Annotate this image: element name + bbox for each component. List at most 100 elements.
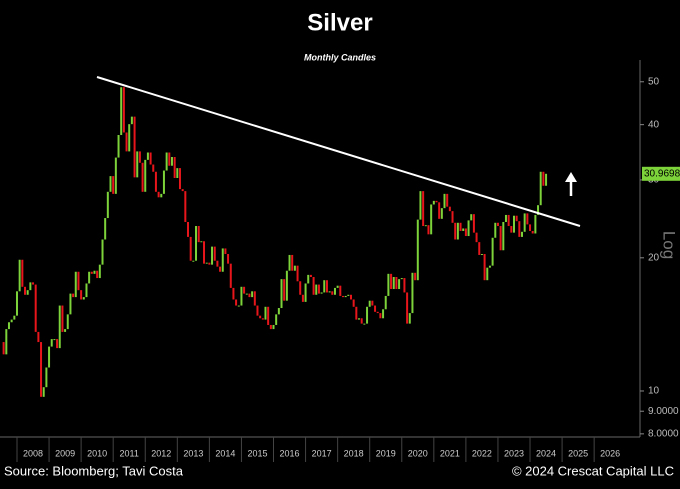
candle	[224, 248, 227, 255]
candle	[259, 315, 262, 319]
candle	[128, 124, 131, 152]
candle	[192, 260, 195, 262]
x-tick-label: 2020	[408, 448, 428, 458]
y-tick-label: 10	[648, 386, 660, 397]
candle	[312, 276, 315, 295]
candle	[237, 305, 240, 307]
candle	[261, 318, 264, 320]
candle	[173, 157, 176, 179]
trend-line	[96, 76, 581, 227]
candle	[141, 162, 144, 192]
up-arrow	[565, 172, 577, 196]
candle	[395, 276, 398, 290]
candle	[74, 271, 77, 298]
candle	[350, 294, 353, 300]
y-tick-label: 40	[648, 119, 660, 130]
candle	[529, 224, 532, 231]
candle	[307, 274, 310, 284]
candle	[328, 291, 331, 293]
candle	[510, 226, 513, 233]
candle	[96, 270, 99, 279]
candle	[66, 314, 69, 330]
candle	[125, 132, 128, 152]
candle	[483, 254, 486, 281]
candle	[424, 225, 427, 227]
candle	[211, 246, 214, 265]
x-tick-label: 2018	[344, 448, 364, 458]
candle	[56, 339, 59, 349]
candle	[248, 293, 251, 298]
candle	[475, 232, 478, 243]
candle	[251, 291, 254, 298]
candle	[203, 241, 206, 264]
candle	[293, 265, 296, 271]
candle	[291, 254, 294, 271]
candle	[496, 222, 499, 227]
candle	[400, 278, 403, 280]
candle	[72, 293, 75, 298]
candle	[387, 273, 390, 296]
candle	[542, 171, 545, 186]
candle	[168, 152, 171, 166]
candle	[5, 329, 8, 355]
candle	[149, 152, 152, 165]
candle	[42, 387, 45, 397]
candle	[7, 322, 10, 330]
candle	[531, 230, 534, 234]
candle	[227, 254, 230, 264]
y-tick-label: 8.0000	[648, 428, 679, 439]
candle	[379, 313, 382, 319]
candle	[178, 168, 181, 190]
candle	[454, 222, 457, 240]
candle	[154, 171, 157, 192]
candle	[29, 282, 32, 291]
candle	[117, 135, 120, 158]
x-tick-label: 2019	[376, 448, 396, 458]
candle	[470, 214, 473, 221]
candle	[537, 205, 540, 215]
candle	[133, 116, 136, 178]
candle	[502, 221, 505, 251]
candle	[200, 241, 203, 243]
candle	[464, 228, 467, 237]
arrow-head	[565, 172, 577, 182]
candle	[58, 305, 61, 349]
candle	[333, 287, 336, 295]
candle	[138, 151, 141, 163]
candle	[480, 254, 483, 256]
candle	[374, 305, 377, 312]
candle	[32, 282, 35, 285]
candle	[317, 284, 320, 294]
candle	[219, 266, 222, 272]
x-tick-label: 2014	[215, 448, 235, 458]
candle	[459, 222, 462, 231]
candle	[269, 324, 272, 330]
candle	[283, 279, 286, 301]
candle	[331, 291, 334, 295]
candle	[376, 311, 379, 314]
candle	[320, 292, 323, 294]
candle	[2, 342, 5, 355]
x-tick-label: 2011	[120, 448, 139, 458]
candle	[414, 272, 417, 281]
candle	[403, 278, 406, 293]
candle	[315, 284, 318, 295]
candle	[325, 280, 328, 293]
candle	[82, 297, 85, 300]
candle	[512, 215, 515, 233]
x-tick-label: 2024	[536, 448, 556, 458]
candle	[406, 292, 409, 324]
candle	[50, 339, 53, 347]
candle	[472, 214, 475, 233]
candle	[419, 191, 422, 220]
candle	[181, 189, 184, 192]
candle	[15, 291, 18, 316]
candle	[229, 263, 232, 288]
candle	[456, 222, 459, 240]
last-price-box	[642, 166, 680, 181]
candle	[534, 214, 537, 234]
candle	[438, 202, 441, 219]
candle	[304, 283, 307, 302]
candle	[467, 220, 470, 237]
